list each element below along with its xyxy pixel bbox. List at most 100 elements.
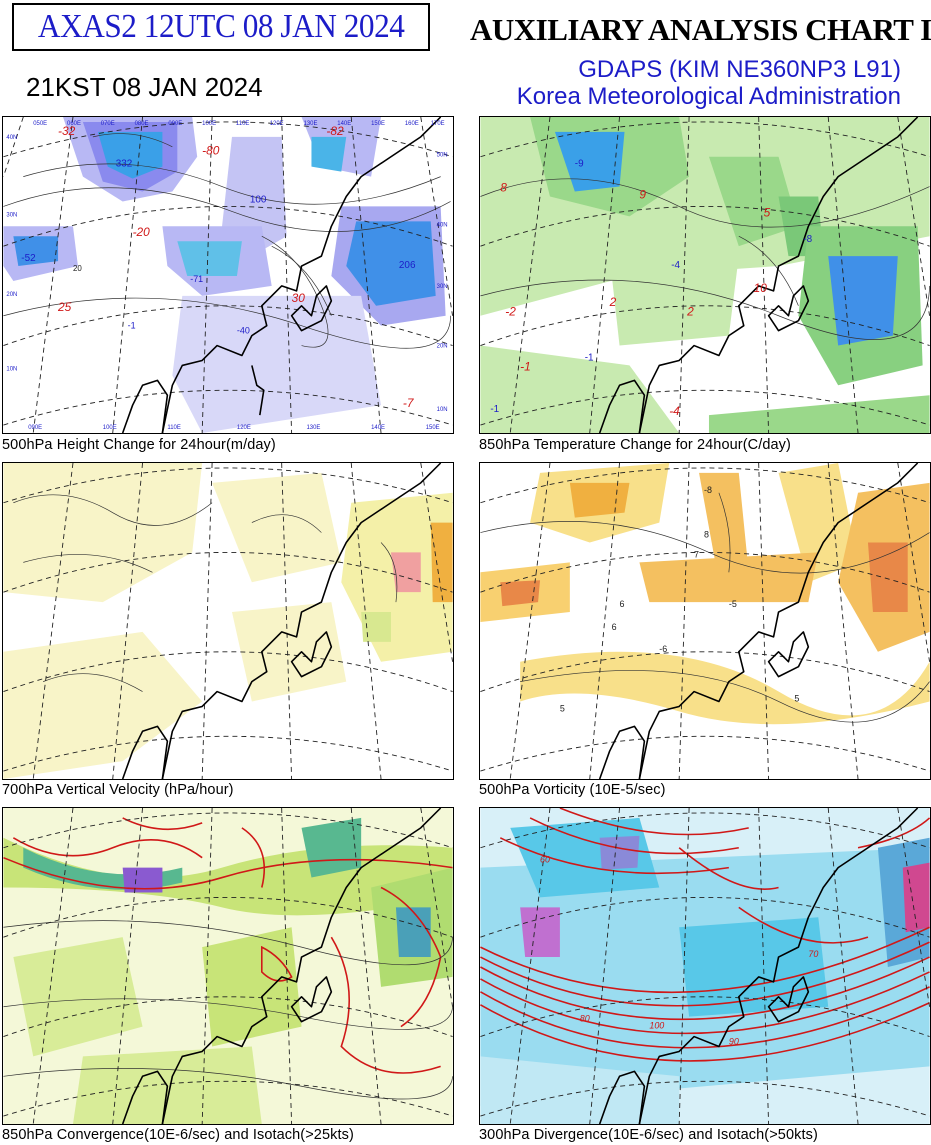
contour-label: -71: [190, 274, 203, 284]
contour-label: -5: [729, 599, 737, 609]
grid-label: 160E: [405, 121, 419, 127]
contour-label: 6: [620, 599, 625, 609]
fill-region: [301, 817, 362, 878]
grid-label: 120E: [270, 121, 284, 127]
isotach-layer: [480, 808, 930, 1062]
isotach-label: 100: [649, 1021, 664, 1031]
isotach: [122, 817, 203, 831]
grid-label: 110E: [236, 121, 249, 127]
latitude-line: [480, 305, 930, 346]
isotach: [480, 1002, 930, 1062]
contour-label: -20: [133, 225, 151, 239]
fill-region: [609, 256, 739, 346]
panel-vertical-velocity: [2, 462, 454, 780]
product-code: AXAS2 12UTC 08 JAN 2024: [37, 8, 405, 45]
fill-region: [708, 395, 930, 433]
latitude-line: [3, 1080, 453, 1117]
isotach: [678, 847, 779, 890]
fill-region: [867, 542, 908, 613]
fill-layer: [3, 463, 453, 779]
fill-region: [554, 131, 625, 192]
longitude-line: [201, 463, 213, 779]
grid-label: 060E: [67, 121, 81, 127]
contour-labels: 7 5 6 -8 -6 5 -5 8 6: [560, 485, 800, 714]
grid-label: 070E: [101, 121, 115, 127]
coastline: [290, 631, 333, 678]
fill-region: [346, 221, 436, 306]
panel-divergence: 100 60 80 70 90: [479, 807, 931, 1125]
coastline: [638, 463, 919, 779]
latitude-line: [3, 305, 453, 346]
coastline: [767, 976, 810, 1023]
fill-region: [778, 463, 859, 583]
contour: [3, 920, 453, 966]
contour-label: -1: [585, 352, 594, 363]
coastline: [598, 725, 646, 779]
latitude-line: [3, 896, 453, 938]
contour-label: 7: [694, 549, 699, 559]
fill-region: [3, 463, 203, 603]
contour-layer: [3, 920, 453, 1100]
grid-label: 120E: [237, 425, 251, 431]
longitude-line: [758, 463, 770, 779]
contour-label: 332: [116, 159, 133, 170]
longitude-line: [678, 808, 690, 1124]
coastline-layer: [598, 117, 919, 433]
contour-label: 2: [609, 295, 617, 309]
contour: [3, 1068, 453, 1100]
coastline: [161, 117, 442, 433]
caption-temperature-change: 850hPa Temperature Change for 24hour(C/d…: [479, 437, 791, 453]
grid-label: 130E: [307, 425, 321, 431]
grid-label: 140E: [371, 425, 385, 431]
isotach: [499, 837, 729, 875]
coastline-layer: [121, 117, 442, 433]
isotach: [559, 808, 749, 836]
contour: [23, 163, 441, 205]
grid-label: 100E: [202, 121, 216, 127]
grid-layer: [3, 117, 453, 433]
contour: [23, 554, 153, 573]
top-tick-labels: 050E 060E 070E 080E 090E 100E 110E 120E …: [33, 121, 444, 127]
grid-label: 20N: [437, 344, 448, 350]
fill-region: [3, 631, 203, 779]
coastline: [290, 285, 333, 332]
longitude-line: [758, 117, 770, 433]
isotach: [260, 945, 293, 982]
latitude-line: [3, 389, 453, 426]
grid-label: 050E: [33, 121, 47, 127]
latitude-line: [480, 551, 930, 593]
latitude-line: [480, 735, 930, 772]
contour: [3, 998, 453, 1030]
contour-label: -8: [704, 485, 712, 495]
contour-label: 6: [612, 622, 617, 632]
latitude-line: [480, 812, 930, 849]
contour-label: 25: [57, 300, 72, 314]
caption-convergence: 850hPa Convergence(10E-6/sec) and Isotac…: [2, 1127, 354, 1143]
fill-region: [202, 927, 302, 1047]
contour-labels: 8 -9 2 -4 -1 -2 9 10 2 -1 -4 -8 5 -1: [490, 159, 812, 418]
grid-label: 30N: [6, 212, 17, 218]
latitude-line: [480, 205, 930, 247]
grid-label: 30N: [437, 284, 448, 290]
map-convergence: [3, 808, 453, 1124]
side-tick-labels: 40N 30N 20N 10N 50N 40N 30N 20N 10N: [6, 135, 447, 413]
longitude-line: [897, 117, 930, 316]
grid-label: 40N: [437, 222, 448, 228]
grid-label: 140E: [337, 121, 351, 127]
contour-label: -1: [128, 321, 136, 331]
caption-height-change: 500hPa Height Change for 24hour(m/day): [2, 437, 276, 453]
grid-label: 150E: [371, 121, 385, 127]
grid-label: 100E: [103, 425, 117, 431]
coastline-layer: [121, 463, 442, 779]
longitude-line: [201, 117, 213, 433]
contour-label: -1: [490, 404, 499, 415]
isotach: [330, 936, 441, 1074]
longitude-line: [509, 463, 551, 779]
coastline: [767, 285, 810, 332]
grid-layer: [480, 808, 930, 1124]
latitude-line: [3, 205, 453, 247]
fill-region: [430, 522, 453, 603]
fill-region: [699, 472, 749, 583]
contour: [480, 279, 930, 340]
grid-label: 110E: [167, 425, 180, 431]
